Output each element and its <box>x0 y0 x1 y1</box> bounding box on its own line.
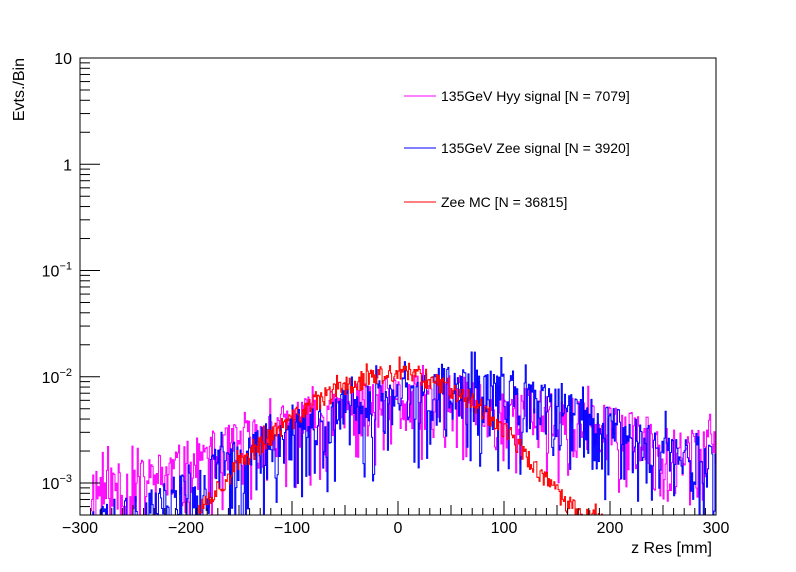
y-tick-label: 10 <box>54 51 72 68</box>
x-tick-label: −300 <box>62 520 98 537</box>
y-tick-label: 10−3 <box>42 473 72 493</box>
y-tick-base: 10 <box>54 51 72 68</box>
legend-label-zee-signal: 135GeV Zee signal [N = 3920] <box>441 140 630 156</box>
legend: 135GeV Hyy signal [N = 7079] 135GeV Zee … <box>404 88 630 210</box>
y-tick-label: 10−2 <box>42 367 72 387</box>
legend-label-hyy: 135GeV Hyy signal [N = 7079] <box>441 88 630 104</box>
y-tick-exponent: −1 <box>59 261 72 273</box>
y-tick-base: 1 <box>63 157 72 174</box>
series-layer <box>80 351 716 515</box>
ticks-layer <box>79 57 717 516</box>
x-tick-label: −100 <box>274 520 310 537</box>
y-tick-base: 10 <box>42 264 60 281</box>
x-tick-label: 200 <box>597 520 624 537</box>
y-tick-exponent: −3 <box>59 473 72 485</box>
legend-label-zee-mc: Zee MC [N = 36815] <box>441 194 567 210</box>
y-axis-title: Evts./Bin <box>11 58 28 121</box>
y-tick-label: 10−1 <box>42 261 72 281</box>
x-tick-label: 300 <box>703 520 730 537</box>
y-tick-base: 10 <box>42 370 60 387</box>
series-zee-mc <box>80 356 716 515</box>
x-tick-label: −200 <box>168 520 204 537</box>
y-tick-label: 1 <box>63 157 72 174</box>
x-axis-title: z Res [mm] <box>631 540 712 557</box>
x-tick-labels: −300 −200 −100 0 100 200 300 <box>62 520 729 537</box>
y-tick-base: 10 <box>42 476 60 493</box>
x-tick-label: 0 <box>394 520 403 537</box>
x-tick-label: 100 <box>491 520 518 537</box>
y-tick-exponent: −2 <box>59 367 72 379</box>
